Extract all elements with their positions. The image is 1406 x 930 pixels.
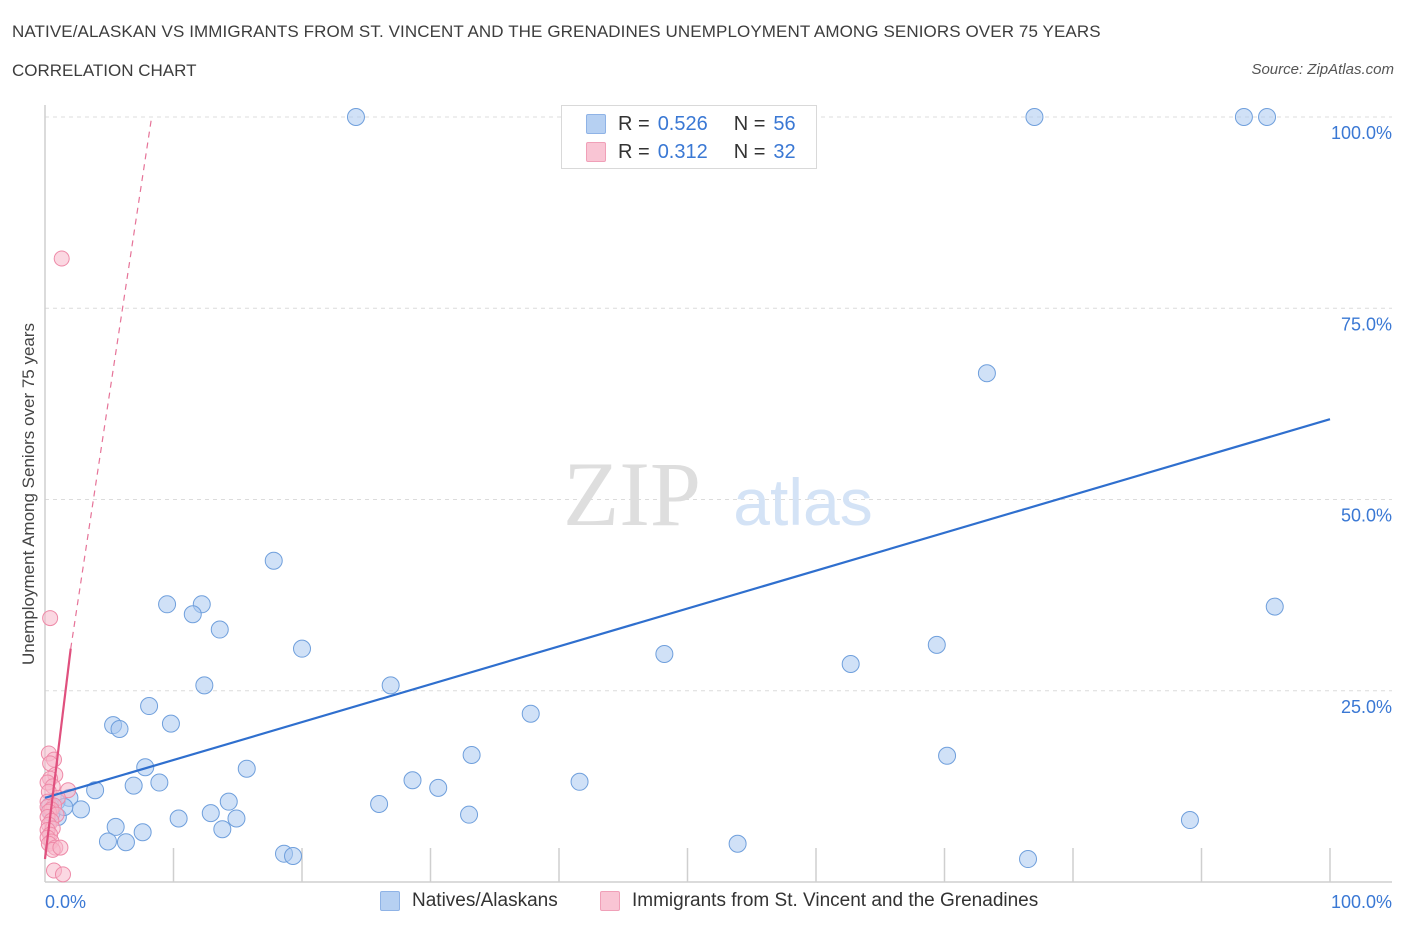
- natives-point: [183, 605, 202, 624]
- immigrants-point: [53, 250, 70, 267]
- natives-point: [195, 676, 214, 695]
- immigrants-point: [54, 866, 71, 883]
- legend-n-label: N =: [733, 140, 766, 163]
- natives-point: [977, 364, 996, 383]
- bottom-legend-swatch-natives: [380, 891, 400, 911]
- x-tick-label-max: 100.0%: [1331, 892, 1392, 912]
- natives-point: [237, 759, 256, 778]
- grid-lines: [45, 116, 1392, 692]
- legend-r-label: R =: [618, 112, 650, 135]
- legend-r-label: R =: [618, 140, 650, 163]
- legend-row-natives: R = 0.526 N = 56: [586, 112, 796, 136]
- natives-point: [1019, 850, 1038, 869]
- legend-swatch-natives: [586, 114, 606, 134]
- bottom-legend-label-natives: Natives/Alaskans: [412, 890, 558, 911]
- natives-point: [403, 771, 422, 790]
- natives-point: [1234, 108, 1253, 126]
- bottom-legend-natives: Natives/Alaskans: [380, 890, 558, 912]
- natives-point: [381, 676, 400, 695]
- natives-point: [213, 820, 232, 839]
- natives-point: [124, 776, 143, 795]
- natives-point: [227, 809, 246, 828]
- natives-point: [150, 773, 169, 792]
- y-tick-label: 50.0%: [1341, 506, 1392, 526]
- natives-point: [938, 746, 957, 765]
- watermark-zip: ZIP: [563, 443, 701, 545]
- source-credit: Source: ZipAtlas.com: [1251, 61, 1394, 78]
- bottom-legend-label-immigrants: Immigrants from St. Vincent and the Gren…: [632, 890, 1039, 911]
- chart-subtitle: CORRELATION CHART: [12, 61, 197, 80]
- natives-point: [521, 704, 540, 723]
- natives-point: [110, 720, 129, 738]
- natives-point: [728, 834, 747, 853]
- natives-point: [570, 772, 589, 791]
- natives-point: [116, 833, 135, 852]
- natives-point: [1265, 597, 1284, 616]
- y-axis-title: Unemployment Among Seniors over 75 years: [19, 323, 38, 665]
- natives-point: [655, 645, 674, 664]
- watermark-atlas: atlas: [733, 465, 872, 539]
- natives-point: [169, 809, 188, 828]
- legend-swatch-immigrants: [586, 142, 606, 162]
- immigrants-trend-line-extrapolated: [70, 116, 153, 649]
- axis-labels: 25.0% 50.0% 75.0% 100.0% 0.0% 100.0%: [45, 123, 1392, 912]
- natives-point: [86, 781, 105, 800]
- chart-title: NATIVE/ALASKAN VS IMMIGRANTS FROM ST. VI…: [12, 22, 1101, 41]
- legend-r-value: 0.312: [657, 140, 708, 163]
- trend-lines: [43, 116, 1331, 860]
- immigrants-point: [42, 610, 59, 627]
- immigrants-point: [52, 839, 69, 856]
- natives-point: [106, 817, 125, 836]
- natives-point: [1180, 811, 1199, 830]
- natives-point: [219, 792, 238, 811]
- natives-point: [133, 823, 152, 842]
- natives-point: [462, 746, 481, 765]
- zipatlas-watermark: ZIP atlas: [563, 443, 873, 545]
- legend-n-label: N =: [733, 112, 766, 135]
- stats-legend: R = 0.526 N = 56 R = 0.312 N = 32: [561, 105, 817, 169]
- natives-trend-line: [44, 418, 1331, 799]
- natives-point: [210, 620, 229, 639]
- natives-point: [284, 846, 303, 865]
- natives-point: [1258, 108, 1277, 126]
- bottom-legend-swatch-immigrants: [600, 891, 620, 911]
- natives-point: [161, 714, 180, 733]
- legend-row-immigrants: R = 0.312 N = 32: [586, 140, 796, 164]
- natives-point: [201, 804, 220, 823]
- y-tick-label: 100.0%: [1331, 123, 1392, 143]
- natives-point: [158, 595, 177, 614]
- natives-point: [460, 805, 479, 824]
- natives-point: [346, 108, 365, 126]
- natives-point: [429, 778, 448, 797]
- x-tick-label-min: 0.0%: [45, 892, 86, 912]
- natives-point: [293, 639, 311, 658]
- y-tick-label: 75.0%: [1341, 314, 1392, 334]
- natives-point: [841, 654, 860, 673]
- natives-point: [140, 697, 159, 716]
- natives-point: [98, 832, 117, 851]
- legend-r-value: 0.526: [657, 112, 708, 135]
- natives-point: [927, 635, 946, 654]
- natives-point: [370, 794, 389, 813]
- y-tick-label: 25.0%: [1341, 697, 1392, 717]
- natives-point: [264, 551, 283, 570]
- immigrants-trend-line: [43, 648, 72, 860]
- natives-point: [71, 800, 90, 819]
- natives-point: [1025, 108, 1044, 126]
- bottom-legend-immigrants: Immigrants from St. Vincent and the Gren…: [600, 890, 1038, 912]
- natives-points: [41, 108, 1284, 869]
- legend-n-value: 56: [773, 112, 796, 135]
- legend-n-value: 32: [773, 140, 796, 163]
